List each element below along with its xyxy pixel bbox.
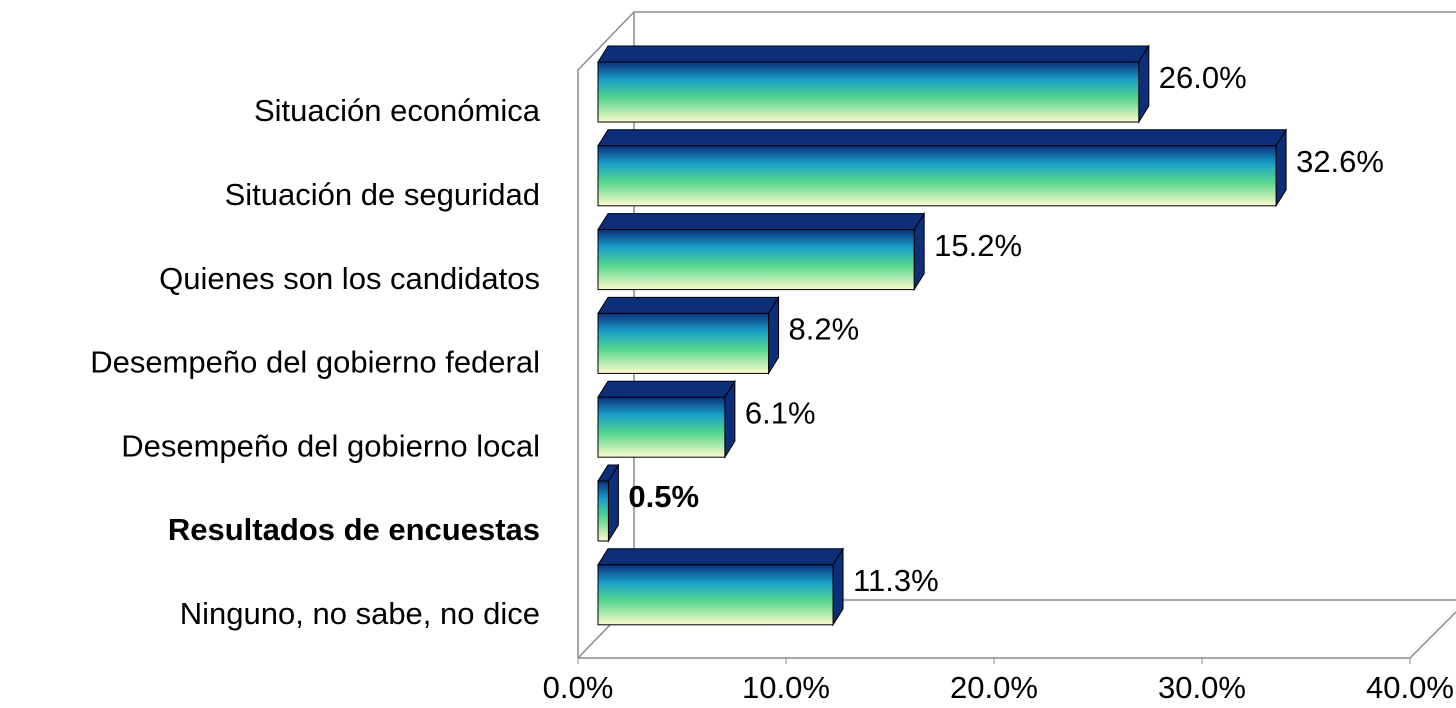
value-label: 26.0%: [1159, 60, 1247, 95]
x-tick-label: 40.0%: [1366, 670, 1454, 705]
value-label: 0.5%: [628, 479, 699, 514]
value-label: 11.3%: [853, 563, 939, 598]
x-tick-label: 30.0%: [1158, 670, 1246, 705]
value-label: 6.1%: [745, 395, 816, 430]
bar-top: [597, 129, 1287, 147]
bar-top: [597, 45, 1150, 63]
category-label: Quienes son los candidatos: [159, 261, 540, 296]
category-label: Desempeño del gobierno local: [121, 428, 540, 463]
bar-top: [597, 548, 844, 566]
bar: [597, 480, 609, 542]
bar-top: [597, 296, 780, 314]
value-label: 15.2%: [934, 228, 1022, 263]
bar: [597, 229, 915, 291]
x-tick-label: 20.0%: [950, 670, 1038, 705]
bar: [597, 396, 726, 458]
category-label: Ninguno, no sabe, no dice: [180, 596, 540, 631]
bar: [597, 564, 834, 626]
category-label: Resultados de encuestas: [168, 512, 540, 547]
value-label: 32.6%: [1296, 144, 1384, 179]
x-tick-label: 10.0%: [742, 670, 830, 705]
back-wall: [577, 11, 1456, 658]
bar: [597, 61, 1140, 123]
bar-top: [597, 380, 736, 398]
x-tick-label: 0.0%: [543, 670, 614, 705]
bar: [597, 312, 770, 374]
bar-top: [597, 213, 926, 231]
category-label: Desempeño del gobierno federal: [90, 345, 540, 380]
bar: [597, 145, 1277, 207]
category-label: Situación económica: [254, 93, 541, 128]
value-label: 8.2%: [789, 312, 860, 347]
category-label: Situación de seguridad: [225, 177, 540, 212]
